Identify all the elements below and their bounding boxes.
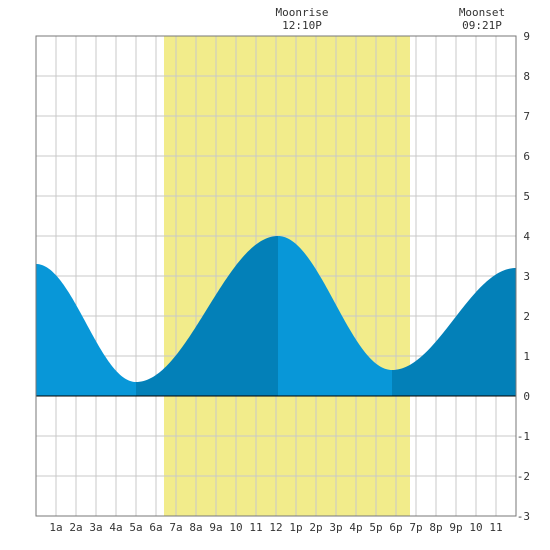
y-tick-label: 0 xyxy=(523,390,530,403)
y-tick-label: -1 xyxy=(517,430,530,443)
y-tick-label: 2 xyxy=(523,310,530,323)
y-tick-label: 6 xyxy=(523,150,530,163)
x-tick-label: 8p xyxy=(429,521,442,534)
x-axis-ticks: 1a 2a 3a 4a 5a 6a 7a 8a 9a 10 11 12 1p 2p 3p 4p 5p 6p 7p 8p… xyxy=(49,521,502,534)
x-tick-label: 2p xyxy=(309,521,322,534)
moon-event-time: 09:21P xyxy=(462,19,502,32)
y-tick-label: -2 xyxy=(517,470,530,483)
moon-event-label: Moonset xyxy=(459,6,505,19)
tide-segment-dark xyxy=(136,236,278,396)
x-tick-label: 4a xyxy=(109,521,122,534)
y-tick-label: 3 xyxy=(523,270,530,283)
x-tick-label: 8a xyxy=(189,521,202,534)
x-tick-label: 11 xyxy=(249,521,262,534)
x-tick-label: 1p xyxy=(289,521,302,534)
x-tick-label: 1a xyxy=(49,521,62,534)
tide-segment-light xyxy=(278,236,392,396)
x-tick-label: 10 xyxy=(229,521,242,534)
y-tick-label: 8 xyxy=(523,70,530,83)
tide-segment-light xyxy=(36,264,136,396)
x-tick-label: 5p xyxy=(369,521,382,534)
x-tick-label: 4p xyxy=(349,521,362,534)
y-tick-label: 5 xyxy=(523,190,530,203)
moon-event-time: 12:10P xyxy=(282,19,322,32)
x-tick-label: 7p xyxy=(409,521,422,534)
y-tick-label: 9 xyxy=(523,30,530,43)
y-tick-label: 4 xyxy=(523,230,530,243)
y-axis-ticks: -3 -2 -1 0 1 2 3 4 5 6 7 8 9 xyxy=(517,30,531,523)
x-tick-label: 9p xyxy=(449,521,462,534)
y-tick-label: 7 xyxy=(523,110,530,123)
x-tick-label: 3p xyxy=(329,521,342,534)
x-tick-label: 6p xyxy=(389,521,402,534)
x-tick-label: 5a xyxy=(129,521,142,534)
x-tick-label: 11 xyxy=(489,521,502,534)
x-tick-label: 7a xyxy=(169,521,182,534)
x-tick-label: 6a xyxy=(149,521,162,534)
y-tick-label: 1 xyxy=(523,350,530,363)
x-tick-label: 12 xyxy=(269,521,282,534)
x-tick-label: 2a xyxy=(69,521,82,534)
moon-event-label: Moonrise xyxy=(276,6,329,19)
x-tick-label: 10 xyxy=(469,521,482,534)
tide-area xyxy=(36,236,516,396)
x-tick-label: 9a xyxy=(209,521,222,534)
plot-frame xyxy=(35,35,517,517)
tide-segment-dark xyxy=(392,268,516,396)
y-tick-label: -3 xyxy=(517,510,530,523)
x-tick-label: 3a xyxy=(89,521,102,534)
